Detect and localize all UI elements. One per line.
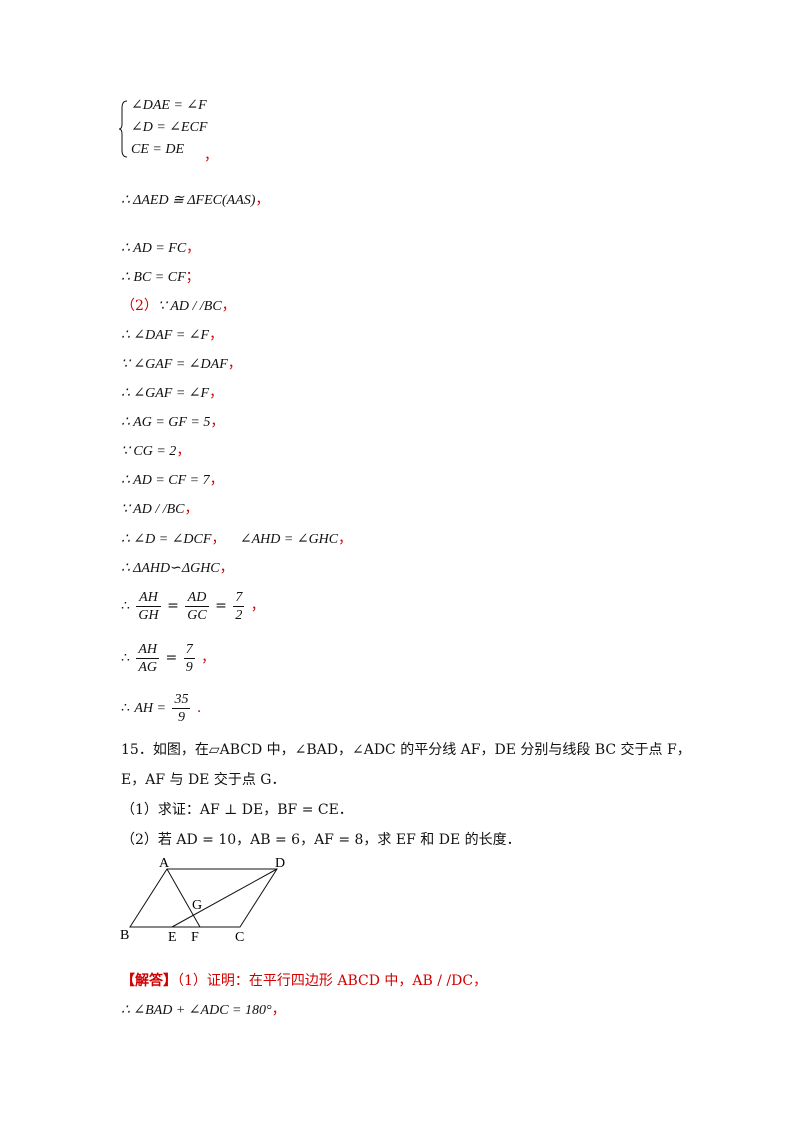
system-sep: ， (204, 148, 218, 164)
step-part2: （2）∵ AD / /BC， (121, 298, 236, 314)
step-ad-fc: ∴ AD = FC， (121, 240, 201, 256)
system-line-3: CE = DE (131, 142, 184, 157)
step-s7: ∵ AD / /BC， (121, 501, 199, 517)
step-s9: ∴ ΔAHD∽ΔGHC， (121, 560, 234, 576)
problem-15-part-2: （2）若 AD = 10，AB = 6，AF = 8，求 EF 和 DE 的长度… (121, 832, 521, 848)
step-s4: ∴ AG = GF = 5， (121, 414, 225, 430)
problem-15-line-2: E，AF 与 DE 交于点 G． (121, 772, 286, 788)
fraction: AH GH (136, 589, 161, 623)
fraction: AD GC (185, 589, 209, 623)
label-f: F (191, 930, 199, 945)
fraction: AH AG (136, 641, 160, 675)
system-line-2: ∠D = ∠ECF (131, 120, 208, 135)
label-g: G (192, 898, 202, 913)
step-s5: ∵ CG = 2， (121, 443, 191, 459)
step-s2: ∵ ∠GAF = ∠DAF， (121, 356, 242, 372)
label-c: C (235, 930, 244, 945)
fraction: 35 9 (172, 691, 191, 725)
step-s6: ∴ AD = CF = 7， (121, 472, 224, 488)
answer-line-1: 【解答】（1）证明：在平行四边形 ABCD 中，AB / /DC， (121, 973, 488, 989)
step-s3: ∴ ∠GAF = ∠F， (121, 385, 224, 401)
answer-line-2: ∴ ∠BAD + ∠ADC = 180°， (121, 1002, 286, 1018)
problem-15-part-1: （1）求证：AF ⊥ DE，BF = CE． (121, 802, 353, 818)
step-s1: ∴ ∠DAF = ∠F， (121, 327, 224, 343)
answer-tag: 【解答】 (121, 973, 177, 989)
label-d: D (275, 856, 285, 871)
problem-15-line-1: 15．如图，在▱ABCD 中，∠BAD，∠ADC 的平分线 AF，DE 分别与线… (121, 742, 691, 758)
segment-de (171, 868, 278, 928)
parallelogram-figure: A D B C E F G (120, 856, 285, 945)
step-ah-result: ∴ AH = 35 9 . (121, 691, 202, 725)
step-bc-cf: ∴ BC = CF； (121, 269, 200, 285)
label-a: A (159, 856, 170, 871)
system-line-1: ∠DAE = ∠F (131, 98, 207, 113)
brace-icon (119, 100, 128, 158)
step-s8: ∴ ∠D = ∠DCF， ∠AHD = ∠GHC， (121, 531, 353, 547)
segment-af (166, 868, 201, 928)
label-b: B (120, 928, 129, 943)
step-congruence: ∴ ΔAED ≅ ΔFEC(AAS)， (121, 192, 270, 208)
label-e: E (168, 930, 177, 945)
parallelogram-abcd (129, 868, 278, 928)
